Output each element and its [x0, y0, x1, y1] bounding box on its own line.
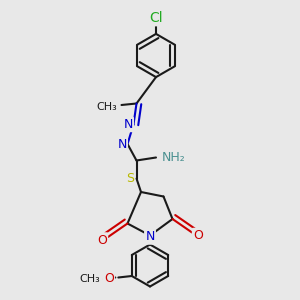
Text: N: N — [123, 118, 133, 131]
Text: CH₃: CH₃ — [79, 274, 100, 284]
Text: CH₃: CH₃ — [96, 101, 117, 112]
Text: O: O — [104, 272, 114, 285]
Text: N: N — [145, 230, 155, 244]
Text: O: O — [193, 229, 203, 242]
Text: N: N — [117, 137, 127, 151]
Text: Cl: Cl — [149, 11, 163, 25]
Text: O: O — [97, 233, 107, 247]
Text: NH₂: NH₂ — [162, 151, 186, 164]
Text: S: S — [126, 172, 134, 185]
